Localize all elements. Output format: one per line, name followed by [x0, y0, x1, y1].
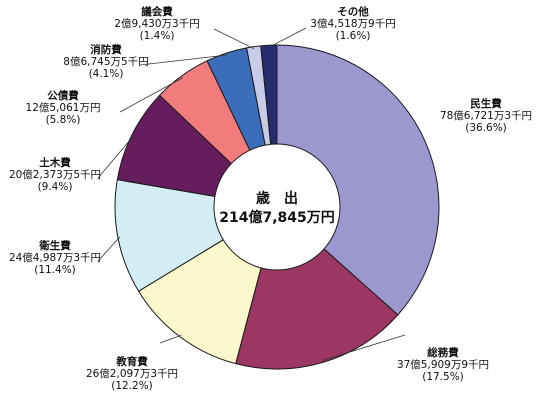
slice-1 [276, 44, 440, 316]
leader-line-2 [322, 334, 406, 361]
leader-line-3 [159, 334, 182, 344]
leader-line-4 [97, 236, 121, 262]
slice-label-amount-4: 24億4,987万3千円 [9, 251, 101, 264]
slice-label-amount-2: 37億5,909万9千円 [397, 358, 489, 371]
slice-label-percent-8: (1.4%) [140, 30, 175, 42]
slice-label-amount-5: 20億2,373万5千円 [9, 168, 101, 181]
leader-line-6 [119, 77, 184, 113]
slice-label-amount-7: 8億6,745万5千円 [63, 55, 148, 68]
slice-label-name-7: 消防費 [90, 43, 122, 56]
slice-label-amount-9: 3億4,518万9千円 [310, 17, 395, 30]
slice-label-name-6: 公債費 [47, 89, 79, 102]
leader-line-5 [97, 135, 135, 179]
slice-label-percent-2: (17.5%) [422, 371, 464, 383]
center-label-line1: 歳 出 [256, 190, 298, 207]
slice-label-percent-5: (9.4%) [38, 181, 73, 193]
leader-line-9 [268, 27, 307, 48]
donut-hole [213, 143, 341, 271]
slice-label-percent-1: (36.6%) [465, 122, 507, 134]
slice-label-name-8: 議会費 [141, 5, 173, 18]
slice-label-amount-1: 78億6,721万3千円 [440, 109, 532, 122]
center-label-line2: 214億7,845万円 [219, 209, 335, 226]
slice-label-percent-3: (12.2%) [111, 380, 153, 392]
slice-label-name-4: 衛生費 [38, 239, 71, 252]
slice-label-percent-6: (5.8%) [46, 114, 81, 126]
slice-label-name-1: 民生費 [470, 97, 502, 110]
slice-label-percent-4: (11.4%) [34, 264, 76, 276]
leader-line-7 [139, 54, 228, 66]
slice-label-amount-8: 2億9,430万3千円 [114, 17, 199, 30]
slice-label-amount-3: 26億2,097万3千円 [86, 367, 178, 380]
slice-label-name-5: 土木費 [39, 156, 71, 169]
slice-label-name-2: 総務費 [427, 346, 459, 359]
slice-label-percent-9: (1.6%) [336, 30, 371, 42]
slice-label-amount-6: 12億5,061万円 [26, 101, 101, 114]
leader-line-8 [213, 28, 255, 50]
slice-label-name-3: 教育費 [115, 355, 148, 368]
slice-label-name-9: その他 [337, 5, 369, 18]
leader-lines [97, 27, 406, 361]
slice-label-percent-7: (4.1%) [89, 68, 124, 80]
